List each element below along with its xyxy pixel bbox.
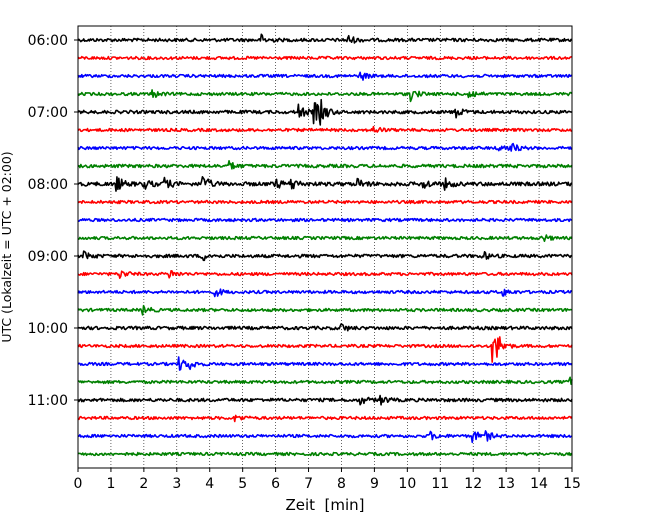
x-tick-label: 11 <box>431 476 449 492</box>
trace-07:00 <box>77 98 573 126</box>
trace-11:45 <box>77 451 573 457</box>
trace-08:30 <box>77 217 573 223</box>
x-tick-label: 7 <box>304 476 313 492</box>
x-tick-label: 15 <box>563 476 581 492</box>
trace-06:15 <box>77 55 573 61</box>
x-axis-label: Zeit [min] <box>285 496 364 514</box>
y-tick-label: 09:00 <box>28 249 68 265</box>
trace-09:00 <box>77 250 573 262</box>
trace-08:45 <box>77 234 573 243</box>
trace-06:00 <box>77 33 573 44</box>
x-tick-label: 4 <box>205 476 214 492</box>
trace-08:00 <box>77 176 573 192</box>
x-tick-label: 10 <box>398 476 416 492</box>
y-tick-label: 07:00 <box>28 105 68 121</box>
plot-frame <box>77 25 573 469</box>
trace-10:30 <box>77 356 573 371</box>
trace-06:45 <box>77 89 573 103</box>
x-tick-label: 5 <box>238 476 247 492</box>
trace-07:15 <box>77 125 573 133</box>
trace-10:15 <box>77 336 573 363</box>
x-tick-label: 6 <box>271 476 280 492</box>
grid-lines <box>110 26 540 468</box>
trace-07:30 <box>77 142 573 152</box>
x-tick-label: 14 <box>530 476 548 492</box>
trace-10:00 <box>77 323 573 332</box>
x-tick-label: 1 <box>106 476 115 492</box>
x-axis-ticks: 0 1 2 3 4 5 6 7 8 9 10 11 12 13 14 15 <box>74 468 581 492</box>
x-tick-label: 3 <box>172 476 181 492</box>
trace-09:30 <box>77 288 573 298</box>
trace-07:45 <box>77 160 573 170</box>
y-axis-ticks: 06:00 07:00 08:00 09:00 10:00 11:00 <box>28 33 78 409</box>
trace-11:30 <box>77 430 573 444</box>
x-tick-label: 0 <box>74 476 83 492</box>
trace-11:15 <box>77 414 573 423</box>
y-axis-label: UTC (Lokalzeit = UTC + 02:00) <box>0 151 14 342</box>
y-tick-label: 08:00 <box>28 177 68 193</box>
x-tick-label: 13 <box>497 476 515 492</box>
trace-11:00 <box>77 394 573 406</box>
x-tick-label: 8 <box>337 476 346 492</box>
trace-06:30 <box>77 71 573 81</box>
y-tick-label: 11:00 <box>28 393 68 409</box>
x-tick-label: 9 <box>370 476 379 492</box>
trace-08:15 <box>77 199 573 205</box>
y-tick-label: 06:00 <box>28 33 68 49</box>
trace-09:15 <box>77 269 573 279</box>
trace-10:45 <box>77 376 573 385</box>
seismogram-traces <box>77 33 573 457</box>
trace-09:45 <box>77 304 573 316</box>
y-tick-label: 10:00 <box>28 321 68 337</box>
x-tick-label: 12 <box>464 476 482 492</box>
x-tick-label: 2 <box>139 476 148 492</box>
